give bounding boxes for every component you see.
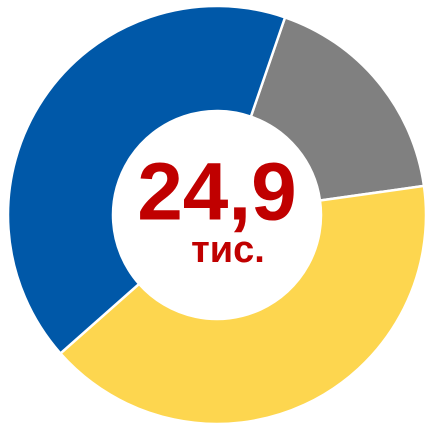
segment <box>249 15 425 202</box>
segment <box>6 4 287 356</box>
segments <box>6 4 425 426</box>
center-value: 24,9 <box>137 147 297 238</box>
center-unit: тис. <box>191 229 265 271</box>
segment <box>58 184 425 426</box>
